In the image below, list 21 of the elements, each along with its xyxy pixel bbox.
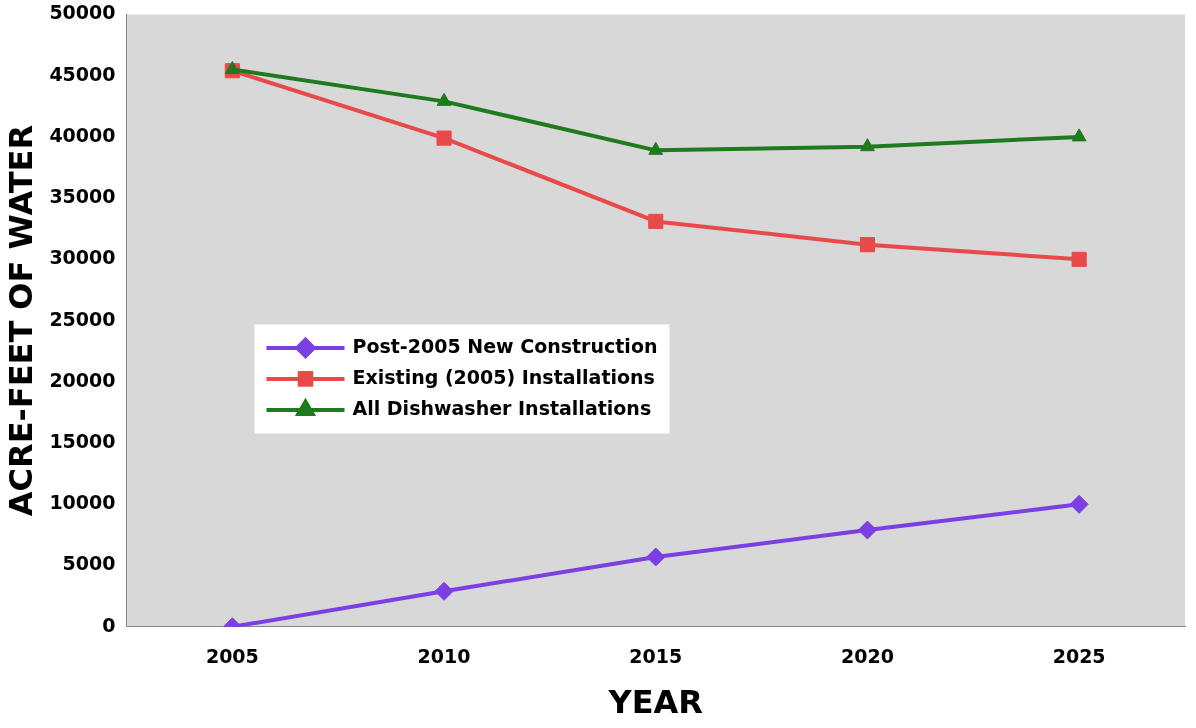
legend-label: All Dishwasher Installations	[352, 396, 652, 419]
y-tick-label: 45000	[49, 62, 116, 85]
legend-label: Post-2005 New Construction	[352, 334, 658, 357]
y-tick-label: 5000	[62, 552, 116, 575]
y-tick-label: 15000	[49, 430, 116, 453]
y-tick-label: 0	[102, 613, 116, 636]
legend-label: Existing (2005) Installations	[352, 365, 655, 388]
y-tick-label: 20000	[49, 368, 116, 391]
x-tick-label: 2020	[841, 645, 894, 668]
x-axis-title: YEAR	[607, 683, 703, 722]
x-tick-label: 2010	[417, 645, 471, 668]
y-tick-label: 35000	[49, 185, 116, 208]
x-tick-label: 2015	[629, 645, 683, 668]
y-tick-label: 30000	[49, 246, 116, 269]
x-tick-label: 2025	[1052, 645, 1106, 668]
y-tick-label: 25000	[49, 307, 116, 330]
y-axis-title: ACRE-FEET OF WATER	[1, 124, 40, 517]
x-tick-label: 2005	[205, 645, 259, 668]
y-tick-label: 40000	[49, 123, 116, 146]
y-tick-label: 10000	[49, 491, 116, 514]
y-tick-label: 50000	[49, 1, 116, 24]
